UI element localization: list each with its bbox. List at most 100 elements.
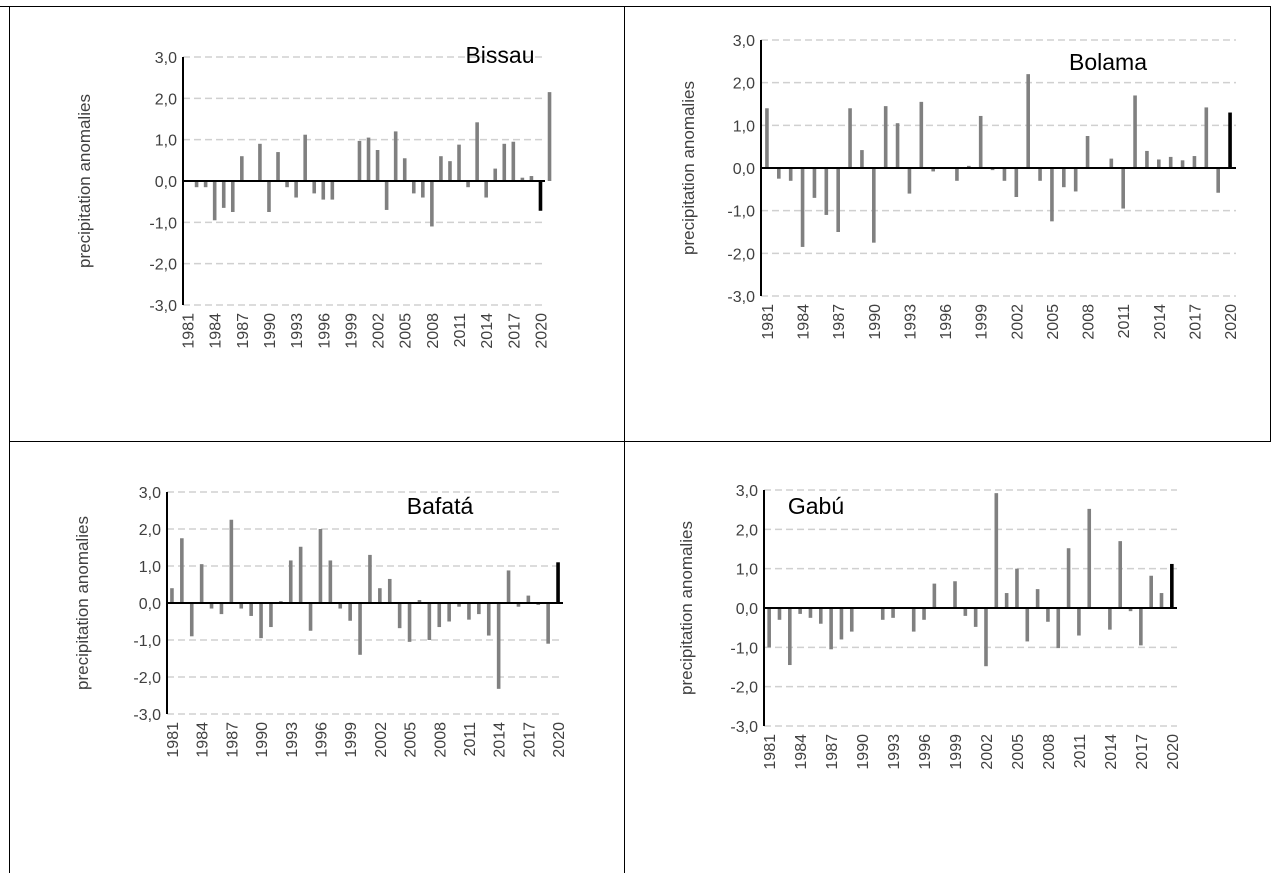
y-tick-label: 3,0 (155, 50, 177, 67)
bar-1987 (240, 156, 244, 181)
chart-bissau: -3,0 -2,0 -1,0 0,0 1,0 2,0 3,0 1981 1984 1987 1990… (75, 42, 552, 349)
bar-2008 (437, 603, 442, 628)
bar-1989 (849, 608, 854, 632)
y-tick-label: -1,0 (133, 633, 161, 650)
bar-undefined (547, 92, 552, 181)
x-tick-label: 2008 (432, 722, 449, 758)
bar-2013 (475, 122, 479, 181)
x-tick-label: 2020 (533, 313, 550, 349)
bar-1982 (777, 168, 781, 179)
x-tick-label: 1984 (793, 734, 810, 770)
bar-1996 (922, 608, 926, 620)
bar-2004 (1004, 593, 1009, 608)
bar-1988 (239, 603, 244, 609)
bar-1985 (209, 603, 214, 609)
x-tick-label: 1996 (938, 304, 955, 340)
x-tick-label: 2017 (521, 722, 538, 758)
bar-2003 (387, 578, 392, 603)
bar-2017 (511, 141, 516, 181)
bar-2009 (439, 156, 443, 181)
bar-1981 (765, 108, 769, 168)
bar-1987 (229, 519, 234, 603)
bar-2012 (1133, 95, 1137, 168)
bar-1983 (203, 181, 208, 188)
bar-2003 (994, 493, 999, 608)
bar-2014 (1108, 608, 1112, 630)
x-tick-label: 2011 (1116, 304, 1133, 339)
y-tick-label: -2,0 (133, 670, 161, 687)
bar-2008 (1046, 608, 1050, 622)
chart-title: Gabú (788, 493, 844, 519)
bar-2004 (393, 131, 398, 181)
x-tick-label: 1987 (824, 734, 841, 770)
y-tick-label: 2,0 (139, 522, 161, 539)
bar-1992 (880, 608, 885, 620)
y-axis-title: precipitation anomalies (677, 521, 696, 695)
x-tick-label: 1999 (343, 722, 360, 758)
bar-1989 (860, 150, 864, 168)
bar-1994 (919, 101, 924, 168)
bar-2000 (990, 168, 995, 171)
bar-2010 (1066, 548, 1071, 608)
bar-1993 (294, 181, 298, 198)
bar-2002 (1014, 168, 1019, 198)
y-tick-label: -3,0 (149, 298, 177, 315)
y-tick-label: 0,0 (155, 174, 177, 191)
bar-1993 (288, 560, 293, 603)
table-border-left (9, 6, 10, 873)
x-tick-label: 2005 (1045, 304, 1062, 340)
bar-2019 (546, 603, 550, 644)
bar-1995 (911, 608, 916, 632)
table-divider-vertical (624, 6, 625, 873)
bar-2020 (1228, 112, 1232, 168)
bar-2013 (1145, 150, 1149, 168)
bar-1994 (303, 134, 307, 181)
x-tick-label: 2002 (371, 313, 388, 349)
bar-2016 (502, 143, 507, 181)
bar-2019 (529, 176, 534, 181)
bar-2000 (358, 603, 362, 655)
x-tick-label: 1996 (917, 734, 934, 770)
bar-1999 (348, 603, 352, 621)
bar-1984 (199, 564, 204, 603)
x-tick-label: 2014 (1152, 304, 1169, 340)
table-border-top (0, 6, 1271, 7)
bar-2020 (556, 562, 560, 603)
x-tick-label: 1993 (289, 313, 306, 349)
bar-2015 (493, 168, 498, 181)
bar-2017 (1192, 156, 1197, 168)
bar-2017 (1139, 608, 1143, 646)
bar-2016 (1180, 160, 1185, 168)
bar-1986 (824, 168, 829, 215)
chart-bolama: -3,0 -2,0 -1,0 0,0 1,0 2,0 3,0 1981 1984 1987 1990… (679, 33, 1240, 340)
bar-1984 (800, 168, 805, 247)
y-axis-title: precipitation anomalies (73, 516, 92, 690)
bar-2010 (448, 161, 452, 181)
y-tick-label: 0,0 (139, 596, 161, 613)
bar-2014 (1157, 159, 1161, 168)
bar-1992 (895, 123, 900, 168)
x-tick-label: 1993 (284, 722, 301, 758)
x-tick-label: 1984 (796, 304, 813, 340)
bar-1983 (189, 603, 194, 637)
bar-1986 (818, 608, 823, 624)
bar-1983 (788, 608, 792, 666)
x-tick-label: 2005 (1010, 734, 1027, 770)
bar-1985 (812, 168, 817, 198)
bar-2010 (1109, 158, 1114, 168)
y-tick-label: 3,0 (139, 485, 161, 502)
y-tick-label: 3,0 (733, 33, 755, 50)
bar-1996 (321, 181, 326, 200)
bar-1985 (808, 608, 813, 618)
x-tick-label: 2002 (1009, 304, 1026, 340)
bar-2004 (1038, 168, 1042, 181)
bar-1997 (932, 583, 937, 608)
bar-2009 (1056, 608, 1061, 649)
bar-1992 (285, 181, 289, 188)
bar-2005 (1015, 568, 1019, 608)
bar-1989 (249, 603, 253, 616)
bar-2006 (411, 181, 416, 194)
y-tick-label: -3,0 (730, 719, 758, 736)
bar-1987 (829, 608, 833, 650)
bar-2006 (417, 600, 422, 603)
